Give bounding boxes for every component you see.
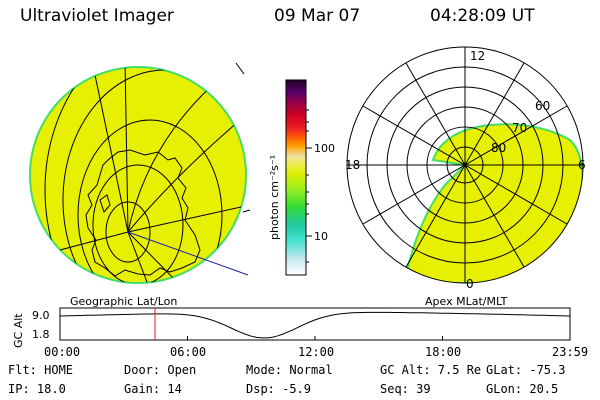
geographic-image xyxy=(29,62,251,284)
app-title: Ultraviolet Imager xyxy=(20,6,174,26)
colorbar-unit-label: photon cm⁻²s⁻¹ xyxy=(268,155,281,240)
status-ip: IP: 18.0 xyxy=(8,382,66,396)
status-door: Door: Open xyxy=(124,363,197,377)
y-min-label: 1.8 xyxy=(32,328,50,341)
altitude-timeline: Geographic Lat/Lon Apex MLat/MLT GC Alt … xyxy=(12,295,571,348)
gc-alt-axis-label: GC Alt xyxy=(12,313,25,348)
status-glon: GLon: 20.5 xyxy=(486,382,559,396)
apex-label: Apex MLat/MLT xyxy=(425,295,508,308)
mlat-label-70: 70 xyxy=(512,121,527,135)
status-glat: GLat: -75.3 xyxy=(486,363,566,377)
tick-label-2359: 23:59 xyxy=(552,345,589,359)
mlat-label-60: 60 xyxy=(535,99,550,113)
mlt-label-12: 12 xyxy=(470,49,485,63)
mlt-label-6: 6 xyxy=(578,158,586,172)
mlt-label-18: 18 xyxy=(345,158,360,172)
altitude-curve xyxy=(59,311,571,339)
status-seq: Seq: 39 xyxy=(380,382,431,396)
tick-label-12: 12:00 xyxy=(298,345,335,359)
status-dsp: Dsp: -5.9 xyxy=(246,382,312,396)
tick-label-00: 00:00 xyxy=(44,345,81,359)
colorbar-tick-10: 10 xyxy=(314,230,328,243)
observation-date: 09 Mar 07 xyxy=(274,6,361,26)
status-mode: Mode: Normal xyxy=(246,363,333,377)
colorbar-tick-100: 100 xyxy=(314,142,335,155)
status-flight: Flt: HOME xyxy=(8,363,74,377)
mlt-label-0: 0 xyxy=(466,277,474,291)
status-gain: Gain: 14 xyxy=(124,382,182,396)
observation-time: 04:28:09 UT xyxy=(430,6,535,26)
mlat-label-80: 80 xyxy=(491,141,506,155)
polar-plot: 12 18 6 0 60 70 80 xyxy=(345,46,586,291)
tick-label-06: 06:00 xyxy=(170,345,207,359)
tick-label-18: 18:00 xyxy=(425,345,462,359)
y-max-label: 9.0 xyxy=(32,309,50,322)
status-gc-alt: GC Alt: 7.5 Re xyxy=(380,363,482,377)
geographic-label: Geographic Lat/Lon xyxy=(70,295,177,308)
color-bar: 100 10 photon cm⁻²s⁻¹ xyxy=(268,79,335,276)
